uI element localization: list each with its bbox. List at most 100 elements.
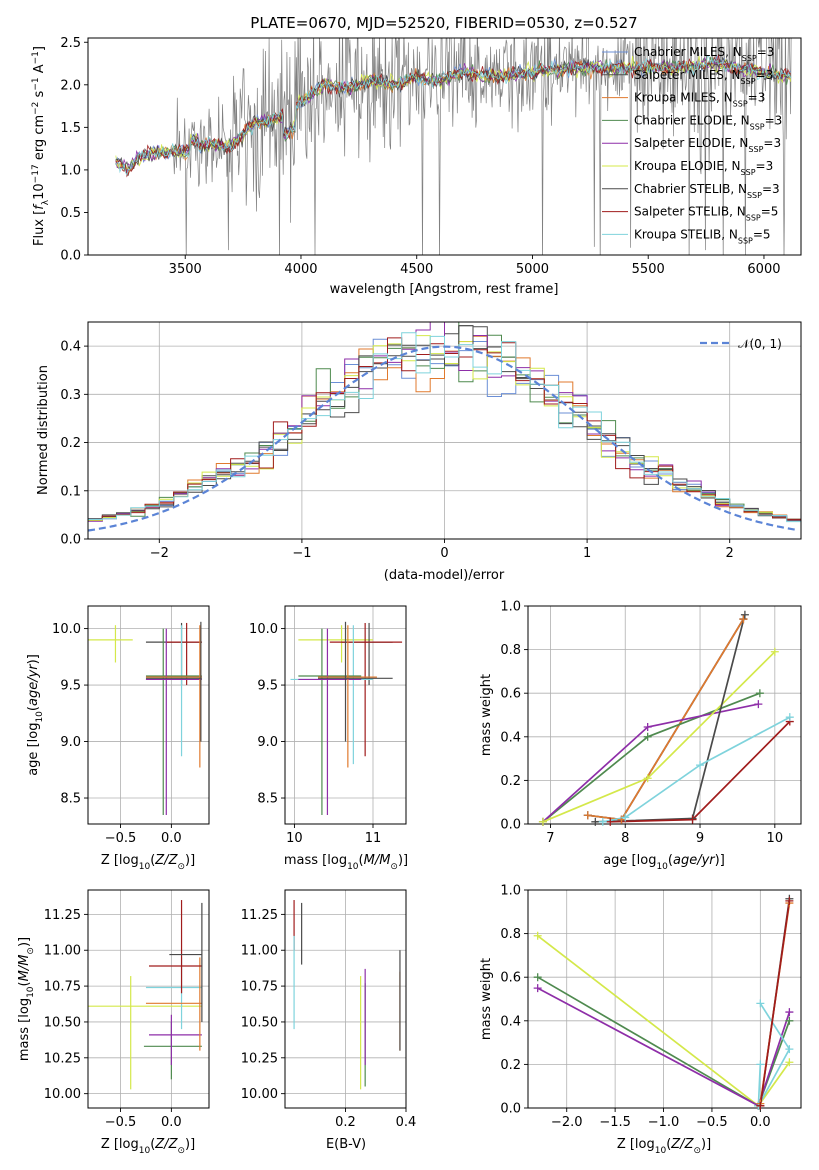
y-tick-label: 9.5 — [257, 679, 278, 694]
weight-line — [759, 900, 791, 1106]
plot-area — [88, 900, 203, 1090]
weight-point-marker — [583, 811, 592, 820]
plot-area — [290, 621, 403, 815]
axes-frame — [87, 37, 802, 256]
x-tick-label: 8 — [621, 831, 629, 846]
y-axis-label: Normed distribution — [36, 365, 51, 495]
weight-point-marker — [739, 615, 748, 624]
y-tick-label: 0.0 — [500, 818, 521, 833]
x-tick-label: 10 — [286, 831, 303, 846]
x-tick-label: 9 — [696, 831, 704, 846]
y-tick-label: 2.5 — [60, 36, 81, 51]
weight-point-marker — [598, 817, 607, 826]
weight-point-marker — [643, 722, 652, 731]
y-tick-label: 10.0 — [249, 622, 278, 637]
x-axis-label: E(B-V) — [326, 1137, 366, 1152]
weight-point-marker — [740, 610, 749, 619]
model-spectrum-kroupa-stelib — [115, 55, 792, 176]
x-tick-label: 3500 — [169, 262, 202, 277]
y-axis-label: mass weight — [479, 674, 494, 756]
y-axis-label: mass weight — [479, 958, 494, 1040]
weight-point-marker — [606, 817, 615, 826]
weight-line — [542, 703, 759, 823]
legend-entry: Kroupa MILES, NSSP=3 — [634, 91, 765, 109]
y-tick-label: 10.50 — [44, 1015, 81, 1030]
plot-area — [88, 621, 202, 815]
y-tick-label: 9.0 — [60, 735, 81, 750]
age-vs-mass-panel: 10 11 8.5 9.0 9.5 10.0 mass [log10(M/M⊙)] — [249, 605, 408, 872]
x-tick-label: 0 — [440, 546, 448, 561]
weight-line — [757, 1002, 791, 1107]
residual-histogram-panel: −2 −1 0 1 2 0.0 0.1 0.2 0.3 0.4 𝒩(0, 1) (data-model… — [36, 321, 802, 583]
x-axis-label: Z [log10(Z/Z⊙)] — [617, 1137, 711, 1156]
y-axis-label: Flux [fλ10−17 erg cm−2 s−1 A−1] — [31, 46, 51, 246]
weight-point-marker — [785, 1058, 794, 1067]
y-tick-label: 0.8 — [500, 643, 521, 658]
weight-point-marker — [533, 931, 542, 940]
x-tick-label: 5000 — [516, 262, 549, 277]
x-tick-label: 0.0 — [161, 831, 182, 846]
y-tick-label: 1.0 — [60, 163, 81, 178]
x-axis-label: Z [log10(Z/Z⊙)] — [101, 1137, 195, 1156]
x-axis-label: wavelength [Angstrom, rest frame] — [330, 282, 559, 297]
legend-entry: 𝒩(0, 1) — [738, 337, 782, 351]
y-tick-label: 11.25 — [241, 908, 278, 923]
x-tick-label: 11 — [365, 831, 382, 846]
y-tick-label: 9.0 — [257, 735, 278, 750]
legend-entry: Chabrier MILES, NSSP=3 — [634, 45, 774, 63]
x-tick-label: 7 — [546, 831, 554, 846]
x-tick-label: −0.5 — [696, 1115, 728, 1130]
x-tick-label: 4500 — [400, 262, 433, 277]
x-tick-label: −1.5 — [599, 1115, 631, 1130]
weight-point-marker — [756, 1060, 765, 1069]
x-tick-label: −0.5 — [105, 831, 137, 846]
y-tick-label: 1.0 — [500, 884, 521, 899]
weight-point-marker — [533, 973, 542, 982]
y-tick-label: 0.4 — [60, 340, 81, 355]
legend-entry: Salpeter STELIB, NSSP=5 — [634, 205, 778, 223]
y-tick-label: 0.2 — [60, 436, 81, 451]
y-tick-label: 0.0 — [60, 249, 81, 264]
weight-point-marker — [688, 815, 697, 824]
legend-entry: Salpeter MILES, NSSP=3 — [634, 68, 773, 86]
plot-area — [88, 322, 801, 532]
x-tick-label: −0.5 — [105, 1115, 137, 1130]
x-tick-label: 0.0 — [750, 1115, 771, 1130]
x-tick-label: 4000 — [284, 262, 317, 277]
y-axis-label: age [log10(age/yr)] — [26, 654, 45, 776]
weight-point-marker — [785, 1008, 794, 1017]
weight-point-marker — [643, 732, 652, 741]
x-tick-label: 6000 — [747, 262, 780, 277]
weight-point-marker — [755, 689, 764, 698]
weight-line — [602, 716, 791, 823]
x-axis-label: (data-model)/error — [384, 568, 505, 583]
model-spectrum-chabrier-stelib — [115, 56, 792, 170]
y-tick-label: 10.25 — [241, 1051, 278, 1066]
axes-frame — [87, 605, 210, 825]
weight-point-marker — [756, 1101, 765, 1110]
figure-title: PLATE=0670, MJD=52520, FIBERID=0530, z=0… — [250, 14, 637, 32]
weight-point-marker — [770, 647, 779, 656]
x-tick-label: 0.4 — [396, 1115, 417, 1130]
y-tick-label: 0.0 — [500, 1102, 521, 1117]
x-tick-label: 10 — [767, 831, 784, 846]
x-axis-label: mass [log10(M/M⊙)] — [284, 853, 408, 872]
legend-entry: Kroupa STELIB, NSSP=5 — [634, 227, 771, 245]
weight-vs-age-panel: 7 8 9 10 0.0 0.2 0.4 0.6 0.8 1.0 age [log10(age/yr… — [479, 600, 802, 872]
y-axis-label: mass [log10(M/M⊙)] — [17, 937, 36, 1061]
histogram-chabrier-stelib — [88, 325, 801, 521]
y-tick-label: 10.00 — [241, 1087, 278, 1102]
y-tick-label: 1.0 — [500, 600, 521, 615]
weight-point-marker — [785, 1016, 794, 1025]
weight-point-marker — [696, 761, 705, 770]
x-tick-label: −1.0 — [648, 1115, 680, 1130]
y-tick-label: 11.00 — [44, 944, 81, 959]
model-spectrum-kroupa-elodie — [115, 55, 792, 173]
y-tick-label: 0.5 — [60, 206, 81, 221]
x-axis-label: age [log10(age/yr)] — [603, 853, 725, 872]
weight-line — [542, 692, 761, 823]
x-tick-label: 1 — [583, 546, 591, 561]
y-tick-label: 0.2 — [500, 1058, 521, 1073]
plot-area — [542, 614, 791, 823]
